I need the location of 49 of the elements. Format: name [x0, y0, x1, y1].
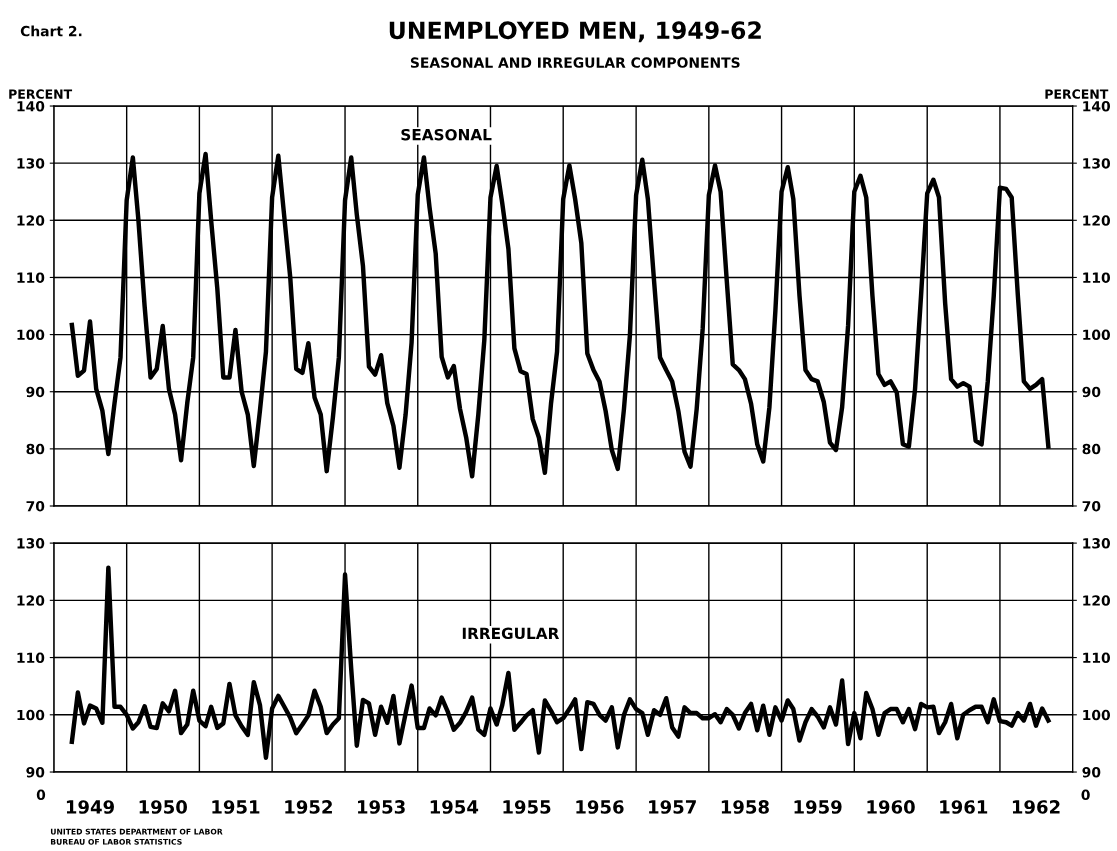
y-tick-label: 120	[17, 595, 45, 606]
y-tick-label: 130	[17, 158, 45, 169]
y-axis-title: PERCENT	[9, 89, 73, 99]
x-tick-label: 1958	[721, 800, 769, 814]
x-tick-label: 1952	[285, 800, 332, 814]
text: IRREGULAR	[462, 627, 560, 640]
x-tick-label: 1959	[794, 800, 842, 814]
y-tick-label: 100	[17, 329, 45, 341]
y-tick-label: 90	[26, 767, 45, 778]
x-tick-label: 1961	[940, 800, 988, 814]
x-tick-label: 1950	[139, 800, 187, 814]
y2-tick-label: 100	[1083, 329, 1111, 341]
y2-tick-label: 90	[1082, 386, 1101, 398]
x-tick-label: 1955	[503, 800, 551, 814]
y2-tick-label: 130	[1083, 158, 1111, 169]
x-tick-label: 1953	[358, 800, 405, 814]
y-tick-label: 80	[26, 443, 45, 455]
y2-tick-label: 90	[1082, 767, 1101, 778]
y2-tick-label: 120	[1083, 215, 1111, 226]
y-tick-label: 120	[17, 215, 45, 226]
y2-tick-label: 110	[1083, 652, 1111, 664]
x-tick-label: 1951	[212, 800, 260, 814]
y2-tick-label: 130	[1083, 538, 1111, 549]
y-tick-label: 100	[17, 709, 45, 721]
caption: Chart 2.	[20, 25, 82, 37]
y-tick-label: 70	[26, 500, 45, 512]
y2-tick-label: 120	[1083, 595, 1111, 606]
y2-tick-label: 80	[1082, 443, 1101, 455]
text: 0	[1081, 789, 1090, 801]
y-tick-label: 140	[17, 101, 45, 112]
y2-axis-title: PERCENT	[1045, 89, 1109, 99]
x-tick-label: 1960	[867, 800, 915, 814]
y-tick-label: 110	[17, 652, 45, 664]
y2-tick-label: 110	[1083, 272, 1111, 283]
x-tick-label: 1954	[430, 800, 479, 814]
x-tick-label: 1962	[1012, 800, 1060, 814]
chart-title: UNEMPLOYED MEN, 1949-62	[389, 21, 761, 43]
y2-tick-label: 140	[1083, 101, 1111, 112]
y-tick-label: 130	[17, 538, 45, 549]
y-tick-label: 110	[17, 272, 45, 283]
x-tick-label: 1956	[576, 800, 624, 814]
y2-tick-label: 70	[1082, 500, 1101, 512]
y-tick-label: 90	[26, 386, 45, 398]
y2-tick-label: 100	[1083, 709, 1111, 721]
series-label: SEASONAL	[401, 128, 492, 141]
x-tick-label: 1957	[649, 800, 696, 814]
text: 0	[36, 789, 46, 801]
x-tick-label: 1949	[66, 800, 114, 814]
chart-subtitle: SEASONAL AND IRREGULAR COMPONENTS	[410, 57, 740, 68]
